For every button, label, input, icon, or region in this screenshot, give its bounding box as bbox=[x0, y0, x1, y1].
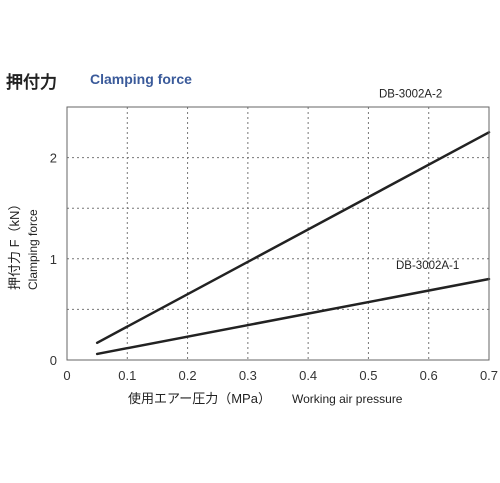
y-tick-label: 2 bbox=[50, 151, 57, 166]
y-axis-label-en: Clamping force bbox=[26, 209, 40, 290]
series-group: DB-3002A-2 DB-3002A-1 bbox=[95, 88, 491, 356]
series-label: DB-3002A-1 bbox=[396, 260, 459, 272]
chart-title-jp: 押付力 bbox=[6, 73, 57, 93]
chart-title-en: Clamping force bbox=[90, 71, 192, 87]
plot-frame bbox=[66, 106, 490, 361]
x-tick-label: 0.2 bbox=[179, 368, 197, 383]
x-axis-label-en: Working air pressure bbox=[292, 392, 403, 406]
y-tick-label: 0 bbox=[50, 353, 57, 368]
y-axis-label-jp: 押付力 F（kN） bbox=[7, 198, 22, 290]
x-tick-label: 0.1 bbox=[118, 368, 136, 383]
x-tick-labels: 0 0.1 0.2 0.3 0.4 0.5 0.6 0.7 bbox=[63, 368, 498, 383]
series-label: DB-3002A-2 bbox=[379, 88, 442, 100]
y-tick-labels: 0 1 2 bbox=[50, 151, 57, 368]
x-tick-label: 0 bbox=[63, 368, 70, 383]
y-tick-label: 1 bbox=[50, 252, 57, 267]
series-line bbox=[95, 131, 491, 345]
x-tick-label: 0.3 bbox=[239, 368, 257, 383]
x-tick-label: 0.5 bbox=[359, 368, 377, 383]
series-line bbox=[95, 277, 491, 356]
x-tick-label: 0.4 bbox=[299, 368, 317, 383]
x-tick-label: 0.6 bbox=[420, 368, 438, 383]
x-tick-label: 0.7 bbox=[480, 368, 498, 383]
grid bbox=[67, 107, 489, 360]
x-axis-label-jp: 使用エアー圧力（MPa） bbox=[128, 391, 271, 406]
